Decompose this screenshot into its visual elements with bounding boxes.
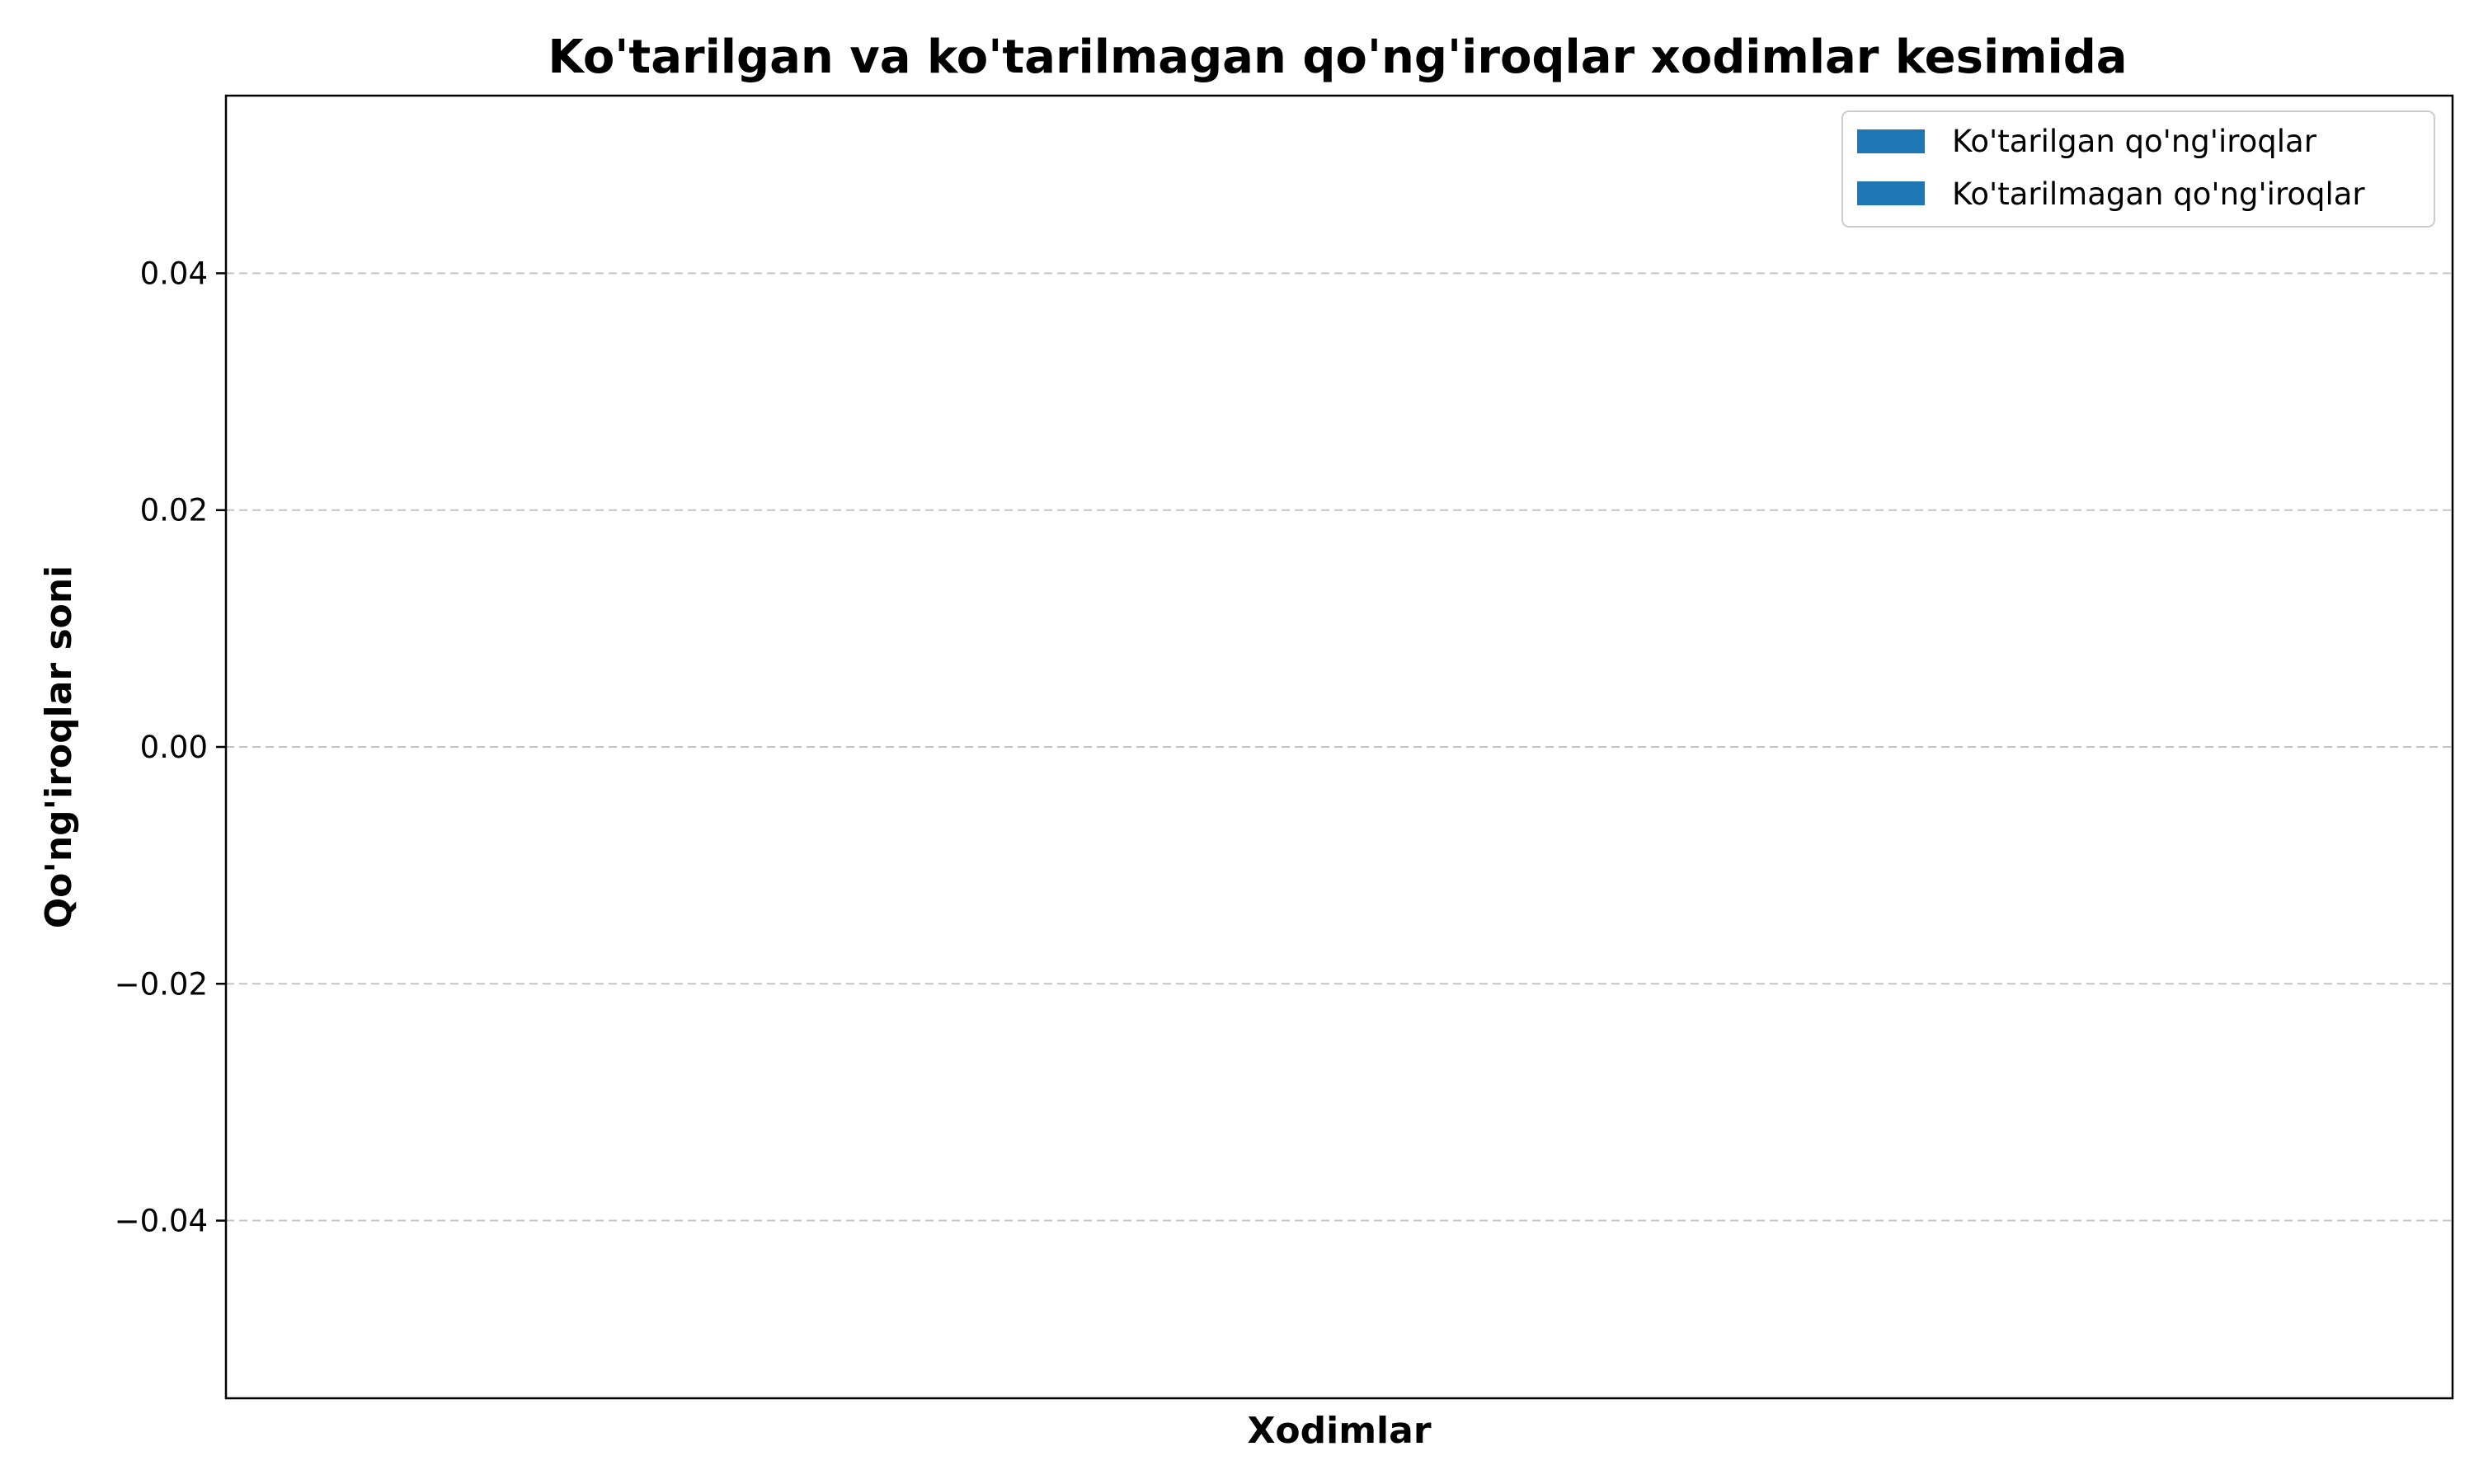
y-tick-label: 0.02 <box>140 493 208 528</box>
y-tick-label: 0.00 <box>140 730 208 765</box>
legend: Ko'tarilgan qo'ng'iroqlar Ko'tarilmagan … <box>1841 110 2435 228</box>
legend-label-raised: Ko'tarilgan qo'ng'iroqlar <box>1952 124 2317 159</box>
y-tick-label: 0.04 <box>140 256 208 291</box>
legend-swatch-not-raised <box>1857 181 1925 205</box>
grid <box>226 272 2453 1222</box>
legend-box <box>1841 110 2435 228</box>
y-axis-label: Qo'ng'iroqlar soni <box>38 566 80 929</box>
y-tick-label: −0.02 <box>115 966 208 1002</box>
x-axis-label: Xodimlar <box>1247 1410 1431 1452</box>
legend-swatch-raised <box>1857 129 1925 153</box>
y-tick-label: −0.04 <box>115 1204 208 1239</box>
legend-label-not-raised: Ko'tarilmagan qo'ng'iroqlar <box>1952 176 2365 212</box>
chart-title: Ko'tarilgan va ko'tarilmagan qo'ng'iroql… <box>548 31 2127 84</box>
y-axis-ticks: −0.04 −0.02 0.00 0.02 0.04 <box>115 256 226 1239</box>
